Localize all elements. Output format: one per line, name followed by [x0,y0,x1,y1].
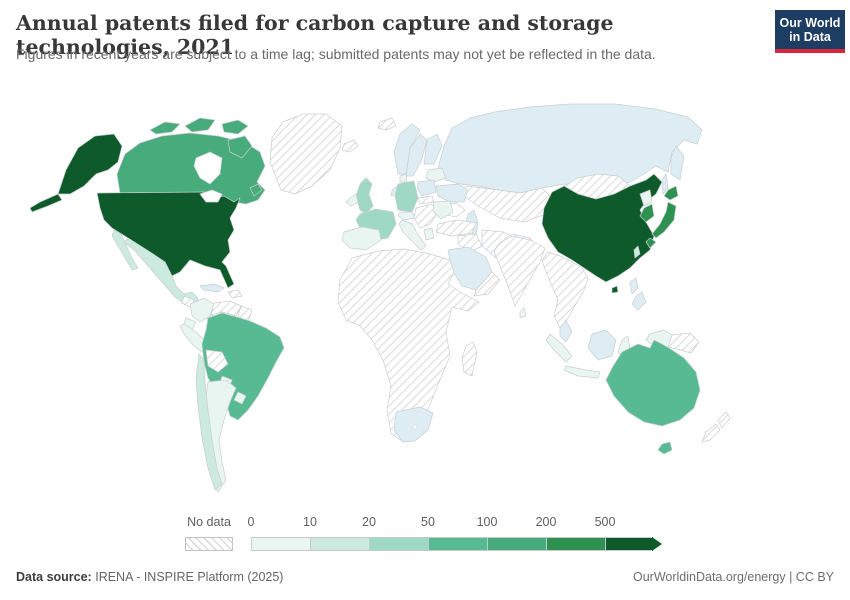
country-united-states-alaska[interactable] [57,133,123,195]
country-indonesia-sumatra[interactable] [545,333,573,363]
country-baltics-belarus[interactable] [425,167,447,183]
country-canada-arctic-island-1[interactable] [149,121,181,135]
legend-bin-200-500[interactable] [546,537,606,551]
legend-tick-20: 20 [362,515,376,529]
country-philippines-luzon[interactable] [629,277,639,295]
page-title: Annual patents filed for carbon capture … [16,11,614,59]
country-south-korea[interactable] [639,203,655,223]
owid-logo[interactable]: Our World in Data [775,10,845,53]
legend-tick-500: 500 [594,515,616,529]
country-mexico-baja[interactable] [111,229,139,271]
legend-tick-10: 10 [303,515,317,529]
country-germany[interactable] [394,180,419,213]
country-greece[interactable] [423,227,435,241]
country-lesotho [412,424,418,430]
country-new-zealand-south[interactable] [701,423,721,443]
legend-bin-20-50[interactable] [369,537,429,551]
legend-bin-100-200[interactable] [487,537,547,551]
world-map [29,103,731,493]
country-australia-tasmania[interactable] [657,441,673,455]
country-romania-bulgaria[interactable] [432,200,454,220]
country-japan-kyushu[interactable] [645,237,657,249]
country-uruguay[interactable] [233,391,247,405]
country-china-hainan[interactable] [611,285,619,294]
legend-arrow-cap [652,537,662,551]
country-denmark[interactable] [399,173,408,183]
country-canada-arctic-island-2[interactable] [184,117,216,133]
legend-no-data-label: No data [187,515,231,529]
country-iceland[interactable] [341,139,359,153]
legend-bin-500-plus[interactable] [605,537,653,551]
country-japan-honshu[interactable] [651,201,677,239]
country-indonesia-java[interactable] [563,365,601,379]
legend-tick-50: 50 [421,515,435,529]
country-cuba[interactable] [199,283,225,293]
country-philippines-south[interactable] [631,291,647,311]
owid-logo-line2: in Data [789,30,831,44]
country-bolivia[interactable] [205,349,229,373]
footer-source-text[interactable]: IRENA - INSPIRE Platform (2025) [95,570,284,584]
country-russia-sakhalin[interactable] [661,173,669,195]
footer-source-label: Data source: [16,570,92,584]
country-spain-portugal[interactable] [341,226,382,251]
country-sri-lanka[interactable] [519,307,527,319]
country-italy[interactable] [398,219,427,251]
country-canada-newfoundland[interactable] [249,183,263,197]
country-south-africa[interactable] [393,406,434,443]
legend-bin-0-10[interactable] [251,537,311,551]
country-czechia-slovakia[interactable] [417,195,435,205]
country-taiwan[interactable] [633,245,641,259]
page-subtitle: Figures in recent years are subject to a… [16,46,656,62]
country-kazakhstan-central-asia[interactable] [463,185,553,223]
legend-bin-10-20[interactable] [310,537,370,551]
country-svalbard[interactable] [377,117,397,131]
country-japan-hokkaido[interactable] [663,185,679,201]
country-switzerland-austria[interactable] [397,211,417,221]
country-hispaniola[interactable] [227,289,243,299]
country-new-zealand-north[interactable] [717,411,731,429]
legend-tick-100: 100 [476,515,498,529]
legend-no-data-swatch[interactable] [185,537,233,551]
country-ukraine[interactable] [435,183,469,203]
country-papua-new-guinea[interactable] [667,332,700,354]
country-australia[interactable] [605,339,701,427]
country-canada-arctic-island-3[interactable] [221,119,249,135]
country-borneo[interactable] [587,329,617,361]
footer-credit[interactable]: OurWorldinData.org/energy | CC BY [632,570,834,584]
country-balkans[interactable] [413,203,439,229]
country-india[interactable] [493,235,546,307]
country-colombia[interactable] [189,297,215,323]
country-greenland[interactable] [269,113,343,195]
country-canada-baffin[interactable] [227,135,253,159]
country-venezuela[interactable] [210,300,242,317]
country-malaysia[interactable] [559,319,573,343]
region-southeast-asia-mainland[interactable] [541,251,589,329]
hudson-bay [193,151,223,185]
country-chile[interactable] [195,353,223,491]
country-peru[interactable] [179,323,207,353]
country-russia-kamchatka[interactable] [670,145,685,181]
owid-logo-line1: Our World [779,16,841,30]
great-lakes [199,189,223,203]
country-united-kingdom[interactable] [355,177,374,215]
legend-bin-50-100[interactable] [428,537,488,551]
legend-tick-200: 200 [535,515,557,529]
legend-tick-0: 0 [247,515,255,529]
country-ireland[interactable] [345,193,359,207]
country-madagascar[interactable] [461,341,478,377]
region-africa[interactable] [337,248,480,443]
country-yemen-oman[interactable] [473,271,501,297]
country-turkey[interactable] [435,219,477,237]
footer-source: Data source: IRENA - INSPIRE Platform (2… [16,570,283,584]
country-finland[interactable] [423,133,443,165]
legend-color-bar [251,537,671,551]
country-united-states-aleutians[interactable] [29,193,63,213]
country-poland[interactable] [416,179,437,197]
country-north-korea[interactable] [639,189,653,207]
